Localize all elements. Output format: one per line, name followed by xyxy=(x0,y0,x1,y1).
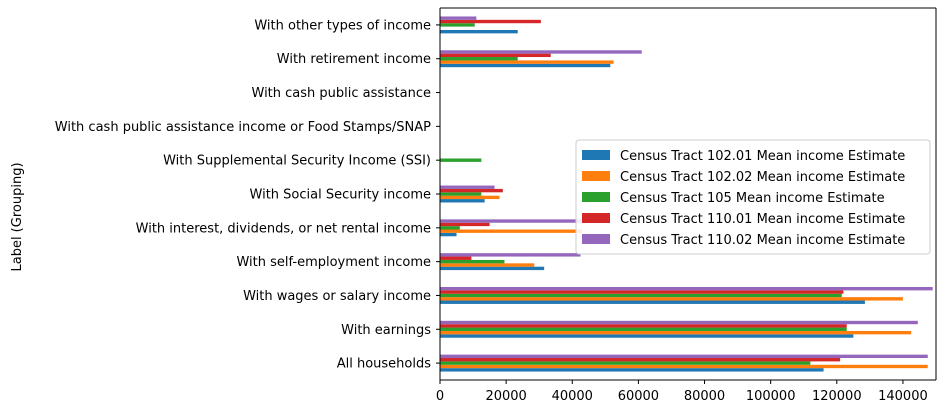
y-tick-label: With self-employment income xyxy=(236,255,431,270)
bar xyxy=(440,327,847,331)
bar xyxy=(440,222,490,227)
y-tick-label: With cash public assistance income or Fo… xyxy=(55,120,431,135)
y-tick-label: With Social Security income xyxy=(250,188,431,203)
legend-label: Census Tract 105 Mean income Estimate xyxy=(620,191,885,206)
bar xyxy=(440,60,614,64)
bar xyxy=(440,368,824,372)
x-tick-label: 120000 xyxy=(812,389,862,404)
legend-label: Census Tract 110.02 Mean income Estimate xyxy=(620,233,905,248)
legend-swatch xyxy=(582,171,610,181)
bar xyxy=(440,334,854,338)
bar xyxy=(440,23,475,27)
bar xyxy=(440,330,912,335)
legend-swatch xyxy=(582,192,610,202)
bar xyxy=(440,293,842,298)
bar xyxy=(440,229,583,233)
bar xyxy=(440,300,865,304)
legend-label: Census Tract 110.01 Mean income Estimate xyxy=(620,212,905,227)
ticks-layer: 0 20000 40000 60000 80000 100000 120000 140000 A… xyxy=(55,18,928,404)
bar xyxy=(440,19,541,24)
bar xyxy=(440,364,928,369)
bar xyxy=(440,324,847,328)
bar xyxy=(440,188,503,193)
y-tick-label: With cash public assistance xyxy=(252,86,432,101)
bar xyxy=(440,219,583,223)
bar xyxy=(440,253,581,257)
bar xyxy=(440,297,903,301)
y-tick-label: With Supplemental Security Income (SSI) xyxy=(163,154,431,169)
bar xyxy=(440,287,933,291)
bar xyxy=(440,16,477,20)
bar xyxy=(440,256,472,260)
axes-layer xyxy=(439,7,937,381)
legend-swatch xyxy=(582,234,610,244)
x-tick-label: 0 xyxy=(436,389,444,404)
x-tick-label: 100000 xyxy=(746,389,796,404)
x-tick-label: 140000 xyxy=(878,389,928,404)
bar xyxy=(440,266,545,271)
y-tick-label: With retirement income xyxy=(277,52,431,67)
y-tick-label: With interest, dividends, or net rental … xyxy=(136,221,431,236)
bar xyxy=(440,192,482,196)
x-tick-label: 40000 xyxy=(552,389,593,404)
bar xyxy=(440,29,518,34)
bar xyxy=(440,320,918,325)
y-tick-label: With other types of income xyxy=(254,18,431,33)
bar xyxy=(440,226,460,230)
y-tick-label: With wages or salary income xyxy=(243,289,431,304)
bar xyxy=(440,259,505,264)
legend-swatch xyxy=(582,150,610,160)
bar xyxy=(440,354,928,359)
bar xyxy=(440,358,841,362)
legend-label: Census Tract 102.01 Mean income Estimate xyxy=(620,149,905,164)
legend: Census Tract 102.01 Mean income Estimate… xyxy=(575,139,931,255)
bar xyxy=(440,195,500,200)
bar xyxy=(440,290,844,294)
legend-swatch xyxy=(582,213,610,223)
legend-frame xyxy=(575,139,931,255)
x-tick-label: 60000 xyxy=(618,389,659,404)
y-tick-label: All households xyxy=(337,357,432,372)
x-tick-label: 20000 xyxy=(485,389,526,404)
y-axis-title: Label (Grouping) xyxy=(10,162,25,271)
bar xyxy=(440,263,535,267)
bar xyxy=(440,63,611,68)
bar xyxy=(440,57,518,61)
bar xyxy=(440,199,485,203)
bar xyxy=(440,185,495,189)
y-tick-label: With earnings xyxy=(341,323,431,338)
bar xyxy=(440,50,642,54)
bars-layer xyxy=(440,16,933,372)
legend-label: Census Tract 102.02 Mean income Estimate xyxy=(620,170,905,185)
bar xyxy=(440,232,457,237)
x-tick-label: 80000 xyxy=(684,389,725,404)
bar xyxy=(440,158,482,162)
bar xyxy=(440,361,811,365)
bar xyxy=(440,53,551,58)
